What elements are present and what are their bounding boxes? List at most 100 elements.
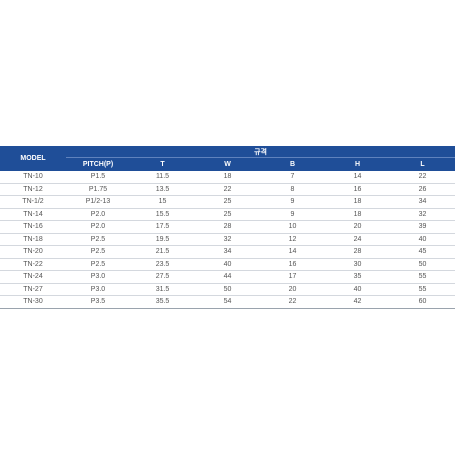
table-cell: 14 [260,245,325,259]
table-body: TN-10 P1.5 11.5 18 7 14 22 TN-12 P1.75 13.5 22 8 16 2… [0,171,455,309]
table-cell: 7 [260,171,325,184]
table-cell: TN-16 [0,220,66,234]
group-header: 규격 [66,146,455,158]
table-cell: 40 [325,283,390,296]
table-cell: TN-10 [0,171,66,184]
table-row: TN-12 P1.75 13.5 22 8 16 26 [0,183,455,196]
table-cell: 18 [325,195,390,209]
table-cell: 18 [195,171,260,184]
table-cell: 32 [390,208,455,221]
header-cell: T [130,157,195,171]
table-cell: 9 [260,208,325,221]
table-cell: TN-24 [0,270,66,284]
table-cell: TN-14 [0,208,66,221]
table-row: TN-10 P1.5 11.5 18 7 14 22 [0,171,455,184]
table-cell: TN-18 [0,233,66,246]
table-cell: 15.5 [130,208,195,221]
table-row: TN-14 P2.0 15.5 25 9 18 32 [0,208,455,221]
table-cell: 24 [325,233,390,246]
table-cell: P1.5 [66,171,130,184]
table-cell: 10 [260,220,325,234]
table-cell: P2.0 [66,208,130,221]
table-cell: 32 [195,233,260,246]
header-cell: W [195,157,260,171]
table-cell: 8 [260,183,325,196]
table-cell: 30 [325,258,390,271]
header-cell: MODEL [0,146,66,171]
table-cell: 35 [325,270,390,284]
table-row: TN-22 P2.5 23.5 40 16 30 50 [0,258,455,271]
header-row: PITCH(P) T W B H L [0,157,455,171]
table-cell: 22 [195,183,260,196]
table-cell: 25 [195,195,260,209]
table-cell: TN-30 [0,295,66,309]
table-row: TN-24 P3.0 27.5 44 17 35 55 [0,270,455,284]
table-cell: 26 [390,183,455,196]
table-cell: 22 [390,171,455,184]
table-cell: P3.0 [66,283,130,296]
table-cell: TN-22 [0,258,66,271]
table-cell: TN-1/2 [0,195,66,209]
table-cell: 34 [390,195,455,209]
header-cell: L [390,157,455,171]
table-cell: 25 [195,208,260,221]
spec-table-wrap: MODEL 규격 PITCH(P) T W B H L TN-10 P1.5 11.… [0,146,455,309]
spec-table: MODEL 규격 PITCH(P) T W B H L TN-10 P1.5 11.… [0,146,455,309]
table-cell: 55 [390,270,455,284]
table-cell: TN-20 [0,245,66,259]
table-cell: 12 [260,233,325,246]
table-cell: 15 [130,195,195,209]
table-cell: 17 [260,270,325,284]
table-cell: 45 [390,245,455,259]
table-cell: 22 [260,295,325,309]
table-cell: 21.5 [130,245,195,259]
table-cell: 55 [390,283,455,296]
table-cell: P3.0 [66,270,130,284]
table-cell: 20 [325,220,390,234]
table-cell: 28 [195,220,260,234]
table-row: TN-30 P3.5 35.5 54 22 42 60 [0,295,455,309]
table-cell: 34 [195,245,260,259]
table-cell: 23.5 [130,258,195,271]
table-cell: 50 [390,258,455,271]
table-head: MODEL 규격 PITCH(P) T W B H L [0,146,455,171]
table-cell: TN-27 [0,283,66,296]
table-cell: 13.5 [130,183,195,196]
table-cell: P3.5 [66,295,130,309]
table-cell: 42 [325,295,390,309]
table-cell: 40 [195,258,260,271]
table-cell: 19.5 [130,233,195,246]
table-cell: 54 [195,295,260,309]
table-cell: 9 [260,195,325,209]
table-cell: 44 [195,270,260,284]
table-row: TN-1/2 P1/2-13 15 25 9 18 34 [0,195,455,209]
table-cell: 20 [260,283,325,296]
header-cell: H [325,157,390,171]
table-cell: P2.0 [66,220,130,234]
table-cell: 27.5 [130,270,195,284]
table-cell: 31.5 [130,283,195,296]
table-cell: 18 [325,208,390,221]
table-cell: 35.5 [130,295,195,309]
table-cell: 17.5 [130,220,195,234]
table-cell: 16 [325,183,390,196]
header-cell: PITCH(P) [66,157,130,171]
header-row: MODEL 규격 [0,146,455,171]
table-cell: 40 [390,233,455,246]
table-cell: P2.5 [66,245,130,259]
table-cell: 60 [390,295,455,309]
table-cell: 11.5 [130,171,195,184]
table-cell: 50 [195,283,260,296]
table-cell: P1.75 [66,183,130,196]
header-cell: B [260,157,325,171]
table-cell: 16 [260,258,325,271]
table-cell: TN-12 [0,183,66,196]
table-row: TN-27 P3.0 31.5 50 20 40 55 [0,283,455,296]
table-cell: P2.5 [66,233,130,246]
table-cell: P2.5 [66,258,130,271]
table-row: TN-16 P2.0 17.5 28 10 20 39 [0,220,455,234]
table-row: TN-18 P2.5 19.5 32 12 24 40 [0,233,455,246]
table-cell: 14 [325,171,390,184]
table-cell: 28 [325,245,390,259]
